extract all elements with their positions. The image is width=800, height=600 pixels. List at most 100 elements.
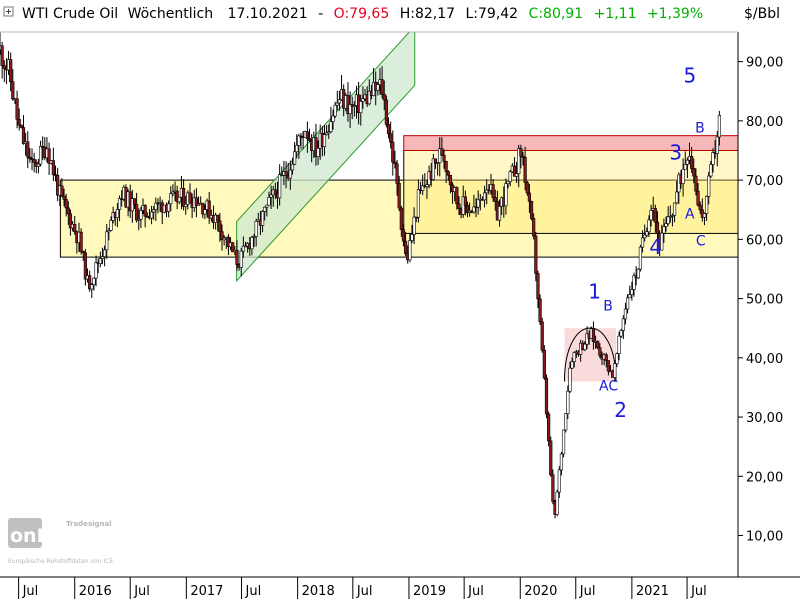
- candle-down: [60, 185, 64, 197]
- candle-down: [544, 377, 549, 415]
- candle-down: [463, 196, 467, 206]
- x-tick-label: 2017: [190, 584, 223, 599]
- y-tick-label: 60,00: [746, 233, 783, 248]
- candle-down: [493, 197, 497, 202]
- candle-up: [292, 151, 297, 165]
- candle-down: [68, 213, 73, 229]
- candle-down: [536, 273, 540, 300]
- wave-label: B: [603, 298, 613, 314]
- candle-down: [62, 195, 66, 200]
- open-value: O:79,65: [334, 6, 390, 22]
- candle-up: [514, 173, 519, 177]
- candle-down: [284, 171, 288, 176]
- candle-up: [107, 229, 111, 233]
- candle-up: [615, 353, 619, 364]
- candle-up: [38, 146, 43, 165]
- candle-down: [79, 231, 83, 252]
- candle-up: [295, 145, 299, 153]
- candle-up: [668, 216, 672, 218]
- header-dash: -: [318, 6, 323, 22]
- candle-up: [431, 158, 435, 180]
- candle-up: [288, 169, 292, 179]
- candle-up: [583, 343, 587, 350]
- candle-up: [681, 169, 685, 184]
- candle-down: [491, 184, 495, 198]
- candle-down: [414, 216, 418, 219]
- candle-down: [444, 161, 448, 172]
- change-value: +1,11: [594, 6, 637, 22]
- x-tick-label: Jul: [245, 584, 262, 599]
- yellow-upper-zone: [403, 149, 738, 234]
- candle-up: [412, 216, 416, 235]
- candle-down: [698, 204, 702, 211]
- candle-up: [566, 390, 570, 415]
- candle-up: [267, 197, 271, 206]
- candle-down: [350, 104, 354, 107]
- candle-down: [389, 133, 393, 143]
- candle-down: [135, 204, 139, 221]
- candle-up: [702, 213, 707, 218]
- candle-down: [15, 98, 19, 120]
- candle-up: [628, 294, 632, 299]
- candle-down: [694, 175, 698, 192]
- x-tick-label: 2016: [79, 584, 112, 599]
- candle-down: [696, 190, 700, 206]
- candle-down: [433, 158, 438, 164]
- candle-up: [359, 101, 363, 114]
- candle-up: [348, 104, 352, 114]
- candle-down: [132, 198, 137, 205]
- candle-up: [517, 148, 521, 175]
- candle-up: [254, 220, 258, 237]
- y-tick-label: 90,00: [746, 56, 783, 71]
- candle-up: [421, 185, 425, 191]
- candle-down: [386, 124, 391, 135]
- candle-down: [143, 204, 147, 217]
- candle-up: [297, 135, 301, 146]
- candle-down: [446, 171, 450, 176]
- candle-up: [130, 198, 134, 212]
- candle-up: [335, 102, 339, 106]
- candle-up: [636, 268, 640, 279]
- candle-up: [109, 220, 113, 231]
- candle-down: [382, 94, 386, 101]
- candle-down: [403, 240, 408, 254]
- candle-down: [19, 124, 23, 128]
- candle-up: [361, 98, 365, 102]
- candle-up: [613, 363, 617, 378]
- candle-up: [662, 226, 666, 234]
- candle-up: [92, 277, 96, 285]
- candle-up: [709, 164, 713, 177]
- candle-up: [619, 330, 623, 337]
- candle-up: [325, 132, 329, 136]
- candle-up: [171, 191, 175, 194]
- interval-label: Wöchentlich: [128, 6, 213, 22]
- candle-up: [630, 289, 634, 295]
- x-tick-label: 2020: [524, 584, 557, 599]
- y-tick-label: 20,00: [746, 470, 783, 485]
- candle-up: [472, 206, 476, 213]
- candle-up: [675, 191, 679, 204]
- x-tick-label: 2019: [413, 584, 446, 599]
- candle-up: [331, 115, 335, 122]
- candle-up: [117, 198, 122, 210]
- candle-up: [715, 136, 719, 154]
- candle-up: [623, 308, 628, 320]
- candle-down: [305, 131, 309, 139]
- wave-label: C: [608, 378, 618, 394]
- x-tick-label: Jul: [690, 584, 707, 599]
- candle-down: [547, 413, 551, 442]
- collapse-icon[interactable]: [3, 6, 14, 17]
- wave-label: 2: [614, 398, 627, 422]
- candle-down: [28, 156, 32, 159]
- candle-down: [551, 474, 555, 502]
- candle-up: [643, 234, 647, 239]
- candle-down: [596, 341, 600, 349]
- candle-down: [307, 138, 312, 141]
- candle-up: [664, 223, 668, 227]
- candle-down: [235, 250, 239, 265]
- high-value: H:82,17: [400, 6, 455, 22]
- x-tick-label: Jul: [467, 584, 484, 599]
- candle-up: [137, 218, 141, 221]
- candle-down: [26, 141, 30, 158]
- candle-down: [534, 235, 538, 274]
